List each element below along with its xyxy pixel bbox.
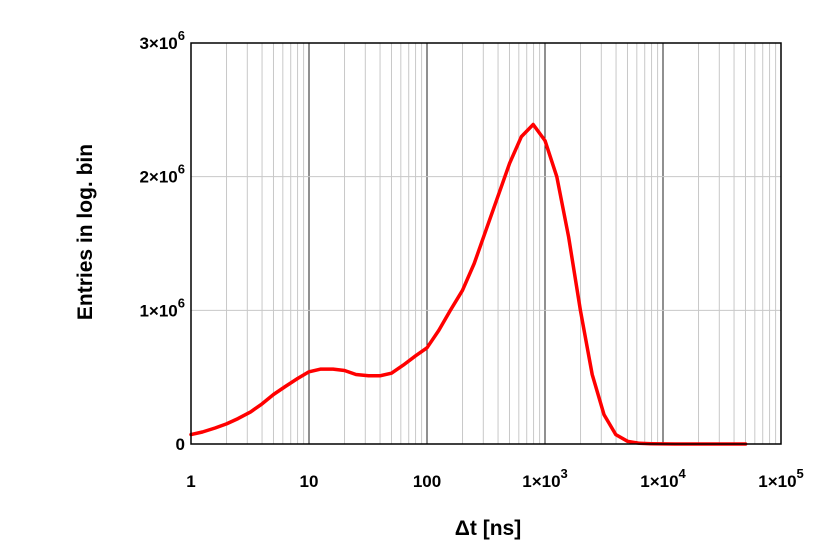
- y-tick-label: 0: [176, 435, 185, 454]
- series-line: [189, 122, 748, 446]
- plot-frame: [190, 42, 782, 445]
- y-axis-title: Entries in log. bin: [74, 144, 97, 320]
- x-axis-title: Δt [ns]: [455, 517, 521, 540]
- y-tick-label: 2×106: [139, 162, 185, 187]
- minor-grid: [226, 43, 777, 444]
- y-tick-label: 1×106: [139, 295, 185, 320]
- x-tick-labels: 1 10 100 1×103 1×104 1×105: [186, 466, 804, 491]
- x-tick-label: 10: [300, 472, 319, 491]
- x-tick-label: 100: [413, 472, 441, 491]
- x-tick-label: 1×105: [758, 466, 804, 491]
- y-tick-label: 3×106: [139, 28, 185, 53]
- x-tick-label: 1×103: [522, 466, 568, 491]
- x-tick-label: 1×104: [640, 466, 686, 491]
- data-series: [189, 122, 748, 446]
- y-tick-labels: 0 1×106 2×106 3×106: [139, 28, 185, 454]
- x-tick-label: 1: [186, 472, 195, 491]
- major-grid: [191, 43, 781, 444]
